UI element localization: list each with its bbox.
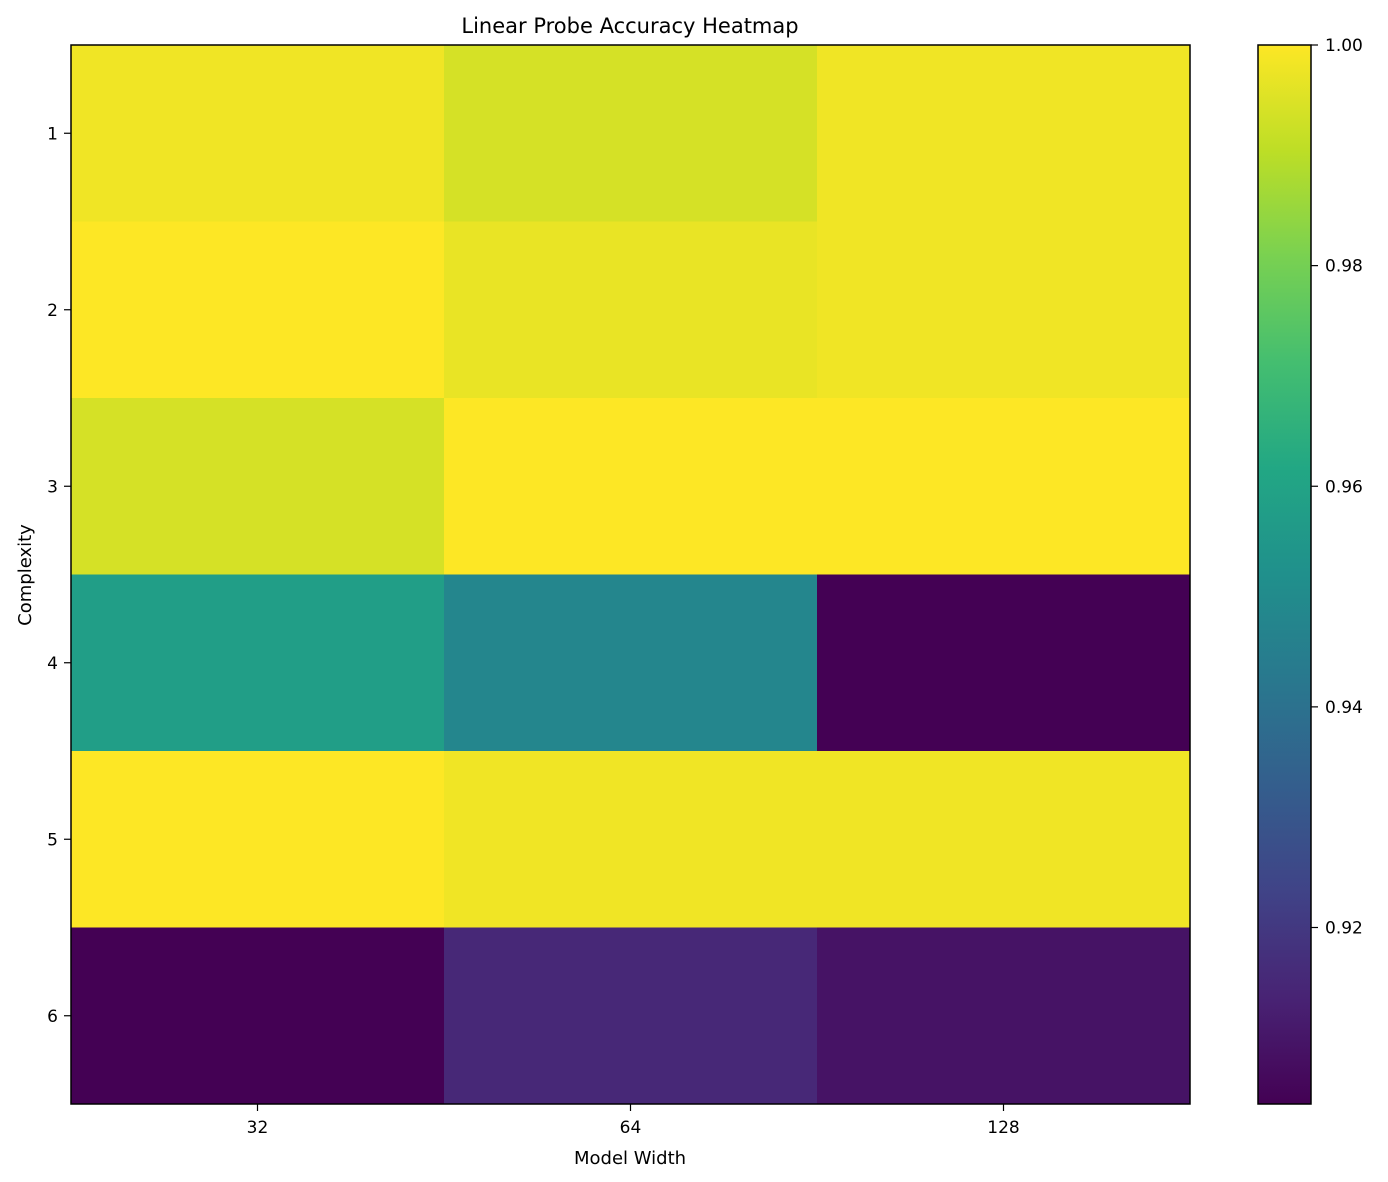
colorbar-tick-label: 0.96 [1325,477,1363,497]
y-tick-label: 1 [47,124,58,144]
heatmap-cell [817,221,1191,399]
heatmap-cell [71,574,445,752]
colorbar-ticks: 0.92 0.94 0.96 0.98 1.00 [1311,36,1363,939]
heatmap-cell [817,751,1191,928]
heatmap-cell [444,751,818,928]
heatmap-cell [817,927,1191,1105]
y-tick-label: 4 [47,654,58,674]
heatmap-cell [817,45,1191,222]
colorbar-tick-label: 1.00 [1325,36,1363,56]
heatmap-cell [71,927,445,1105]
heatmap-cell [444,221,818,399]
y-tick-label: 2 [47,301,58,321]
y-tick-label: 3 [47,477,58,497]
colorbar-tick-label: 0.92 [1325,919,1363,939]
heatmap-cell [817,574,1191,752]
heatmap-cell [444,574,818,752]
x-tick-label: 128 [987,1118,1019,1138]
colorbar-tick-label: 0.94 [1325,698,1363,718]
heatmap-cell [71,221,445,399]
colorbar-tick-label: 0.98 [1325,257,1363,277]
heatmap-cell [71,45,445,222]
heatmap-cell [444,927,818,1105]
y-tick-label: 6 [47,1007,58,1027]
heatmap-cell [71,398,445,575]
y-axis-label: Complexity [15,524,36,626]
y-tick-label: 5 [47,830,58,850]
x-axis-label: Model Width [574,1148,686,1169]
heatmap-cell [817,398,1191,575]
x-axis-ticks: 32 64 128 [247,1104,1020,1138]
heatmap-cell [444,398,818,575]
heatmap-cells [71,45,1191,1105]
x-tick-label: 64 [620,1118,642,1138]
heatmap-cell [444,45,818,222]
chart-title: Linear Probe Accuracy Heatmap [461,14,798,38]
y-axis-ticks: 1 2 3 4 5 6 [47,124,71,1027]
colorbar [1257,44,1312,1105]
heatmap-cell [71,751,445,928]
x-tick-label: 32 [247,1118,269,1138]
